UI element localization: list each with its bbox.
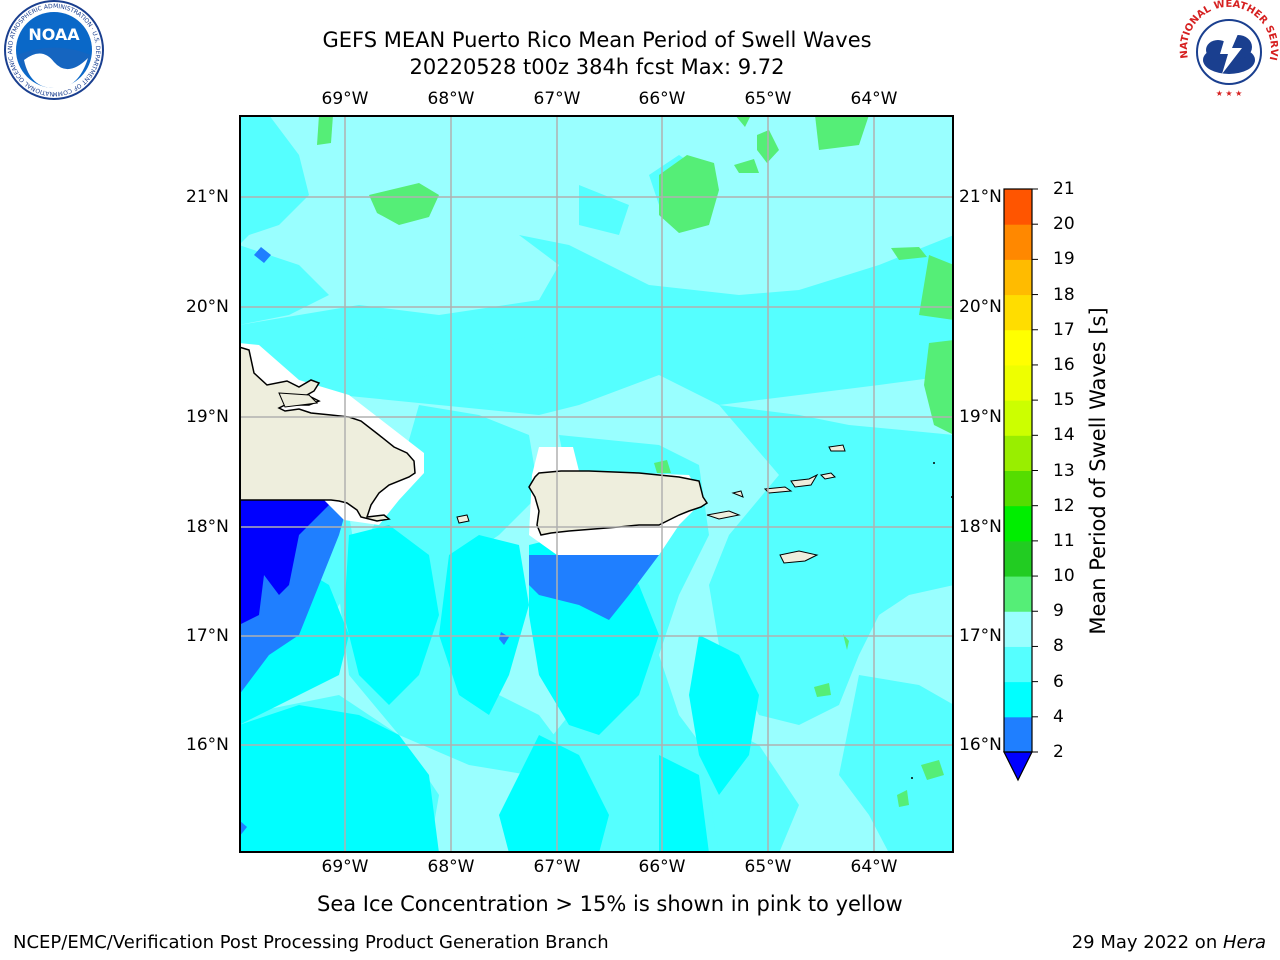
ice-note: Sea Ice Concentration > 15% is shown in …	[317, 892, 903, 916]
lon-label-bottom: 64°W	[850, 857, 898, 877]
colorbar-tick-label: 19	[1053, 249, 1075, 270]
colorbar-band	[1004, 646, 1032, 683]
footer-machine: Hera	[1222, 932, 1266, 953]
lat-label-left: 20°N	[186, 297, 229, 317]
virgin-island	[819, 472, 837, 480]
colorbar-band	[1004, 364, 1032, 401]
colorbar-tick-label: 14	[1053, 425, 1075, 446]
lat-label-left: 19°N	[186, 407, 229, 427]
colorbar-ticks	[1032, 188, 1038, 753]
colorbar-band	[1004, 540, 1032, 577]
colorbar-tick-label: 16	[1053, 354, 1075, 375]
colorbar-tick-label: 12	[1053, 495, 1075, 516]
footer-date-text: 29 May 2022 on	[1071, 932, 1223, 953]
noaa-logo-text: NOAA	[28, 25, 80, 44]
map-title: GEFS MEAN Puerto Rico Mean Period of Swe…	[322, 28, 872, 52]
colorbar-tick-label: 21	[1053, 179, 1075, 199]
colorbar-tick-label: 11	[1053, 530, 1075, 551]
colorbar-tick-label: 8	[1053, 636, 1064, 657]
footer-producer: NCEP/EMC/Verification Post Processing Pr…	[13, 932, 609, 953]
field-low-period	[239, 247, 659, 837]
colorbar-tick-label: 10	[1053, 566, 1075, 587]
virgin-island	[790, 473, 819, 488]
lat-label-right: 16°N	[959, 735, 1002, 755]
colorbar-band	[1004, 329, 1032, 366]
footer-date: 29 May 2022 on Hera	[1072, 932, 1266, 954]
lat-label-left: 18°N	[186, 517, 229, 537]
nws-logo: NATIONAL WEATHER SERVICE ★ ★ ★	[1178, 0, 1279, 99]
mona-island	[456, 514, 470, 524]
colorbar-tick-label: 2	[1053, 742, 1064, 762]
lon-label-bottom: 69°W	[321, 857, 369, 877]
lon-label-bottom: 66°W	[638, 857, 686, 877]
lon-label-top: 65°W	[744, 89, 792, 109]
lat-label-right: 21°N	[959, 187, 1002, 207]
st-croix-island	[779, 550, 819, 564]
lat-label-left: 21°N	[186, 187, 229, 207]
lat-label-right: 20°N	[959, 297, 1002, 317]
lon-label-top: 67°W	[533, 89, 581, 109]
colorbar-tick-label: 18	[1053, 284, 1075, 305]
colorbar-tick-label: 4	[1053, 706, 1064, 727]
colorbar-tick-label: 15	[1053, 390, 1075, 411]
noaa-logo: NOAA NATIONAL OCEANIC AND ATMOSPHERIC AD…	[2, 0, 104, 100]
lon-label-bottom: 68°W	[427, 857, 475, 877]
colorbar-tick-label: 6	[1053, 671, 1064, 692]
lon-label-top: 68°W	[427, 89, 475, 109]
colorbar-band	[1004, 505, 1032, 542]
lon-label-top: 64°W	[850, 89, 898, 109]
colorbar-band	[1004, 681, 1032, 718]
culebra-island	[731, 490, 744, 498]
map-subtitle: 20220528 t00z 384h fcst Max: 9.72	[409, 55, 785, 79]
colorbar-band	[1004, 294, 1032, 331]
map-frame	[239, 115, 954, 853]
hispaniola-land	[239, 346, 416, 522]
field-9-10s	[317, 115, 954, 807]
colorbar-band	[1004, 716, 1032, 753]
colorbar-band	[1004, 611, 1032, 647]
colorbar-band	[1004, 224, 1032, 260]
nws-stars: ★ ★ ★	[1216, 89, 1243, 98]
colorbar	[1003, 188, 1038, 782]
colorbar-tick-label: 17	[1053, 319, 1075, 340]
colorbar-band	[1004, 435, 1032, 471]
lat-label-right: 18°N	[959, 517, 1002, 537]
swell-period-map	[239, 115, 954, 853]
colorbar-bands	[1004, 189, 1032, 753]
lat-label-left: 17°N	[186, 626, 229, 646]
colorbar-tick-label: 9	[1053, 601, 1064, 622]
colorbar-axis-label: Mean Period of Swell Waves [s]	[1086, 307, 1110, 635]
colorbar-tick-label: 13	[1053, 460, 1075, 481]
colorbar-band	[1004, 400, 1032, 436]
colorbar-band	[1004, 576, 1032, 612]
lon-label-bottom: 65°W	[744, 857, 792, 877]
lat-label-left: 16°N	[186, 735, 229, 755]
colorbar-extend-triangle	[1003, 751, 1033, 782]
small-island	[911, 777, 913, 779]
colorbar-tick-label: 20	[1053, 214, 1075, 235]
lon-label-bottom: 67°W	[533, 857, 581, 877]
colorbar-band	[1004, 259, 1032, 296]
small-island	[933, 462, 935, 464]
lon-label-top: 66°W	[638, 89, 686, 109]
graticule	[239, 115, 954, 853]
hispaniola-peninsula	[278, 392, 319, 408]
lat-label-right: 17°N	[959, 626, 1002, 646]
vieques-island	[706, 510, 741, 520]
anegada-island	[828, 444, 846, 452]
colorbar-band	[1004, 470, 1032, 507]
colorbar-band	[1004, 189, 1032, 225]
lat-label-right: 19°N	[959, 407, 1002, 427]
lon-label-top: 69°W	[321, 89, 369, 109]
